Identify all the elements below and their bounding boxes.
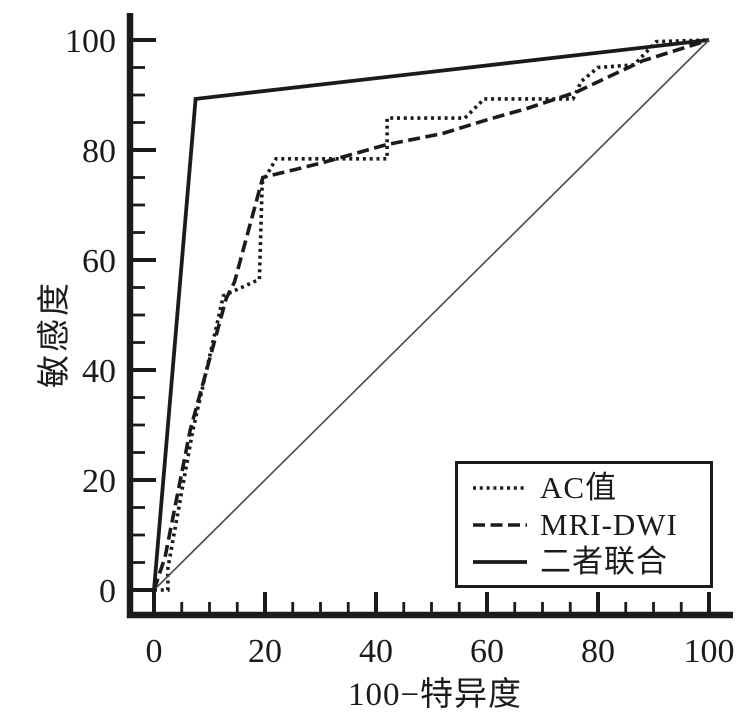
legend-label: AC值 bbox=[540, 470, 618, 505]
legend-item-ac: AC值 bbox=[471, 469, 710, 506]
y-tick-label: 0 bbox=[99, 573, 116, 610]
legend: AC值 MRI-DWI 二者联合 bbox=[455, 461, 713, 588]
legend-label: 二者联合 bbox=[540, 544, 668, 579]
legend-item-combined: 二者联合 bbox=[471, 543, 710, 580]
series-reference-diagonal bbox=[153, 39, 710, 591]
y-tick-label: 80 bbox=[82, 133, 116, 170]
y-tick-label: 40 bbox=[82, 353, 116, 390]
y-tick-label: 60 bbox=[82, 243, 116, 280]
series-AC值 bbox=[154, 38, 710, 592]
x-tick-label: 40 bbox=[359, 633, 393, 670]
dashed-line-icon bbox=[473, 522, 527, 527]
y-axis-title: 敏感度 bbox=[37, 280, 73, 388]
x-tick-label: 80 bbox=[581, 633, 615, 670]
x-tick-label: 60 bbox=[470, 633, 504, 670]
y-tick-label: 100 bbox=[65, 23, 116, 60]
x-axis-title: 100−特异度 bbox=[347, 677, 523, 713]
solid-line-icon bbox=[473, 559, 527, 564]
legend-label: MRI-DWI bbox=[540, 507, 678, 542]
x-tick-label: 100 bbox=[684, 633, 735, 670]
legend-item-mri-dwi: MRI-DWI bbox=[471, 506, 710, 543]
series-二者联合 bbox=[152, 38, 710, 591]
dotted-line-icon bbox=[473, 485, 527, 490]
y-tick-label: 20 bbox=[82, 463, 116, 500]
x-tick-label: 20 bbox=[248, 633, 282, 670]
series-MRI-DWI bbox=[152, 38, 710, 591]
x-tick-label: 0 bbox=[146, 633, 163, 670]
